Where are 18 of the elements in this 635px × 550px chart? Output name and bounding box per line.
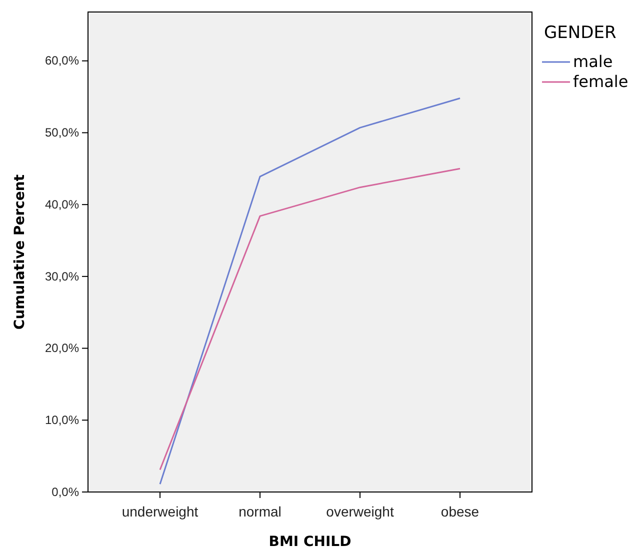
y-tick-label: 40,0% [44, 197, 80, 212]
x-tick-label: obese [440, 503, 480, 520]
legend-label: female [573, 72, 628, 91]
line-series [159, 168, 461, 470]
line-series [159, 97, 461, 485]
y-tick-label: 10,0% [44, 412, 80, 427]
x-tick-label: overweight [326, 503, 394, 520]
x-tick-label: underweight [122, 503, 198, 520]
legend-label: male [573, 52, 613, 71]
y-tick-label: 20,0% [44, 341, 80, 356]
y-tick-label: 60,0% [44, 54, 80, 68]
x-axis-title: BMI CHILD [268, 534, 352, 550]
y-tick-label: 50,0% [44, 126, 80, 140]
y-tick-label: 0,0% [52, 484, 80, 499]
legend-title: GENDER [544, 23, 616, 43]
x-tick-label: normal [238, 503, 282, 520]
y-tick-label: 30,0% [44, 269, 80, 284]
y-axis-title: Cumulative Percent [12, 174, 28, 330]
